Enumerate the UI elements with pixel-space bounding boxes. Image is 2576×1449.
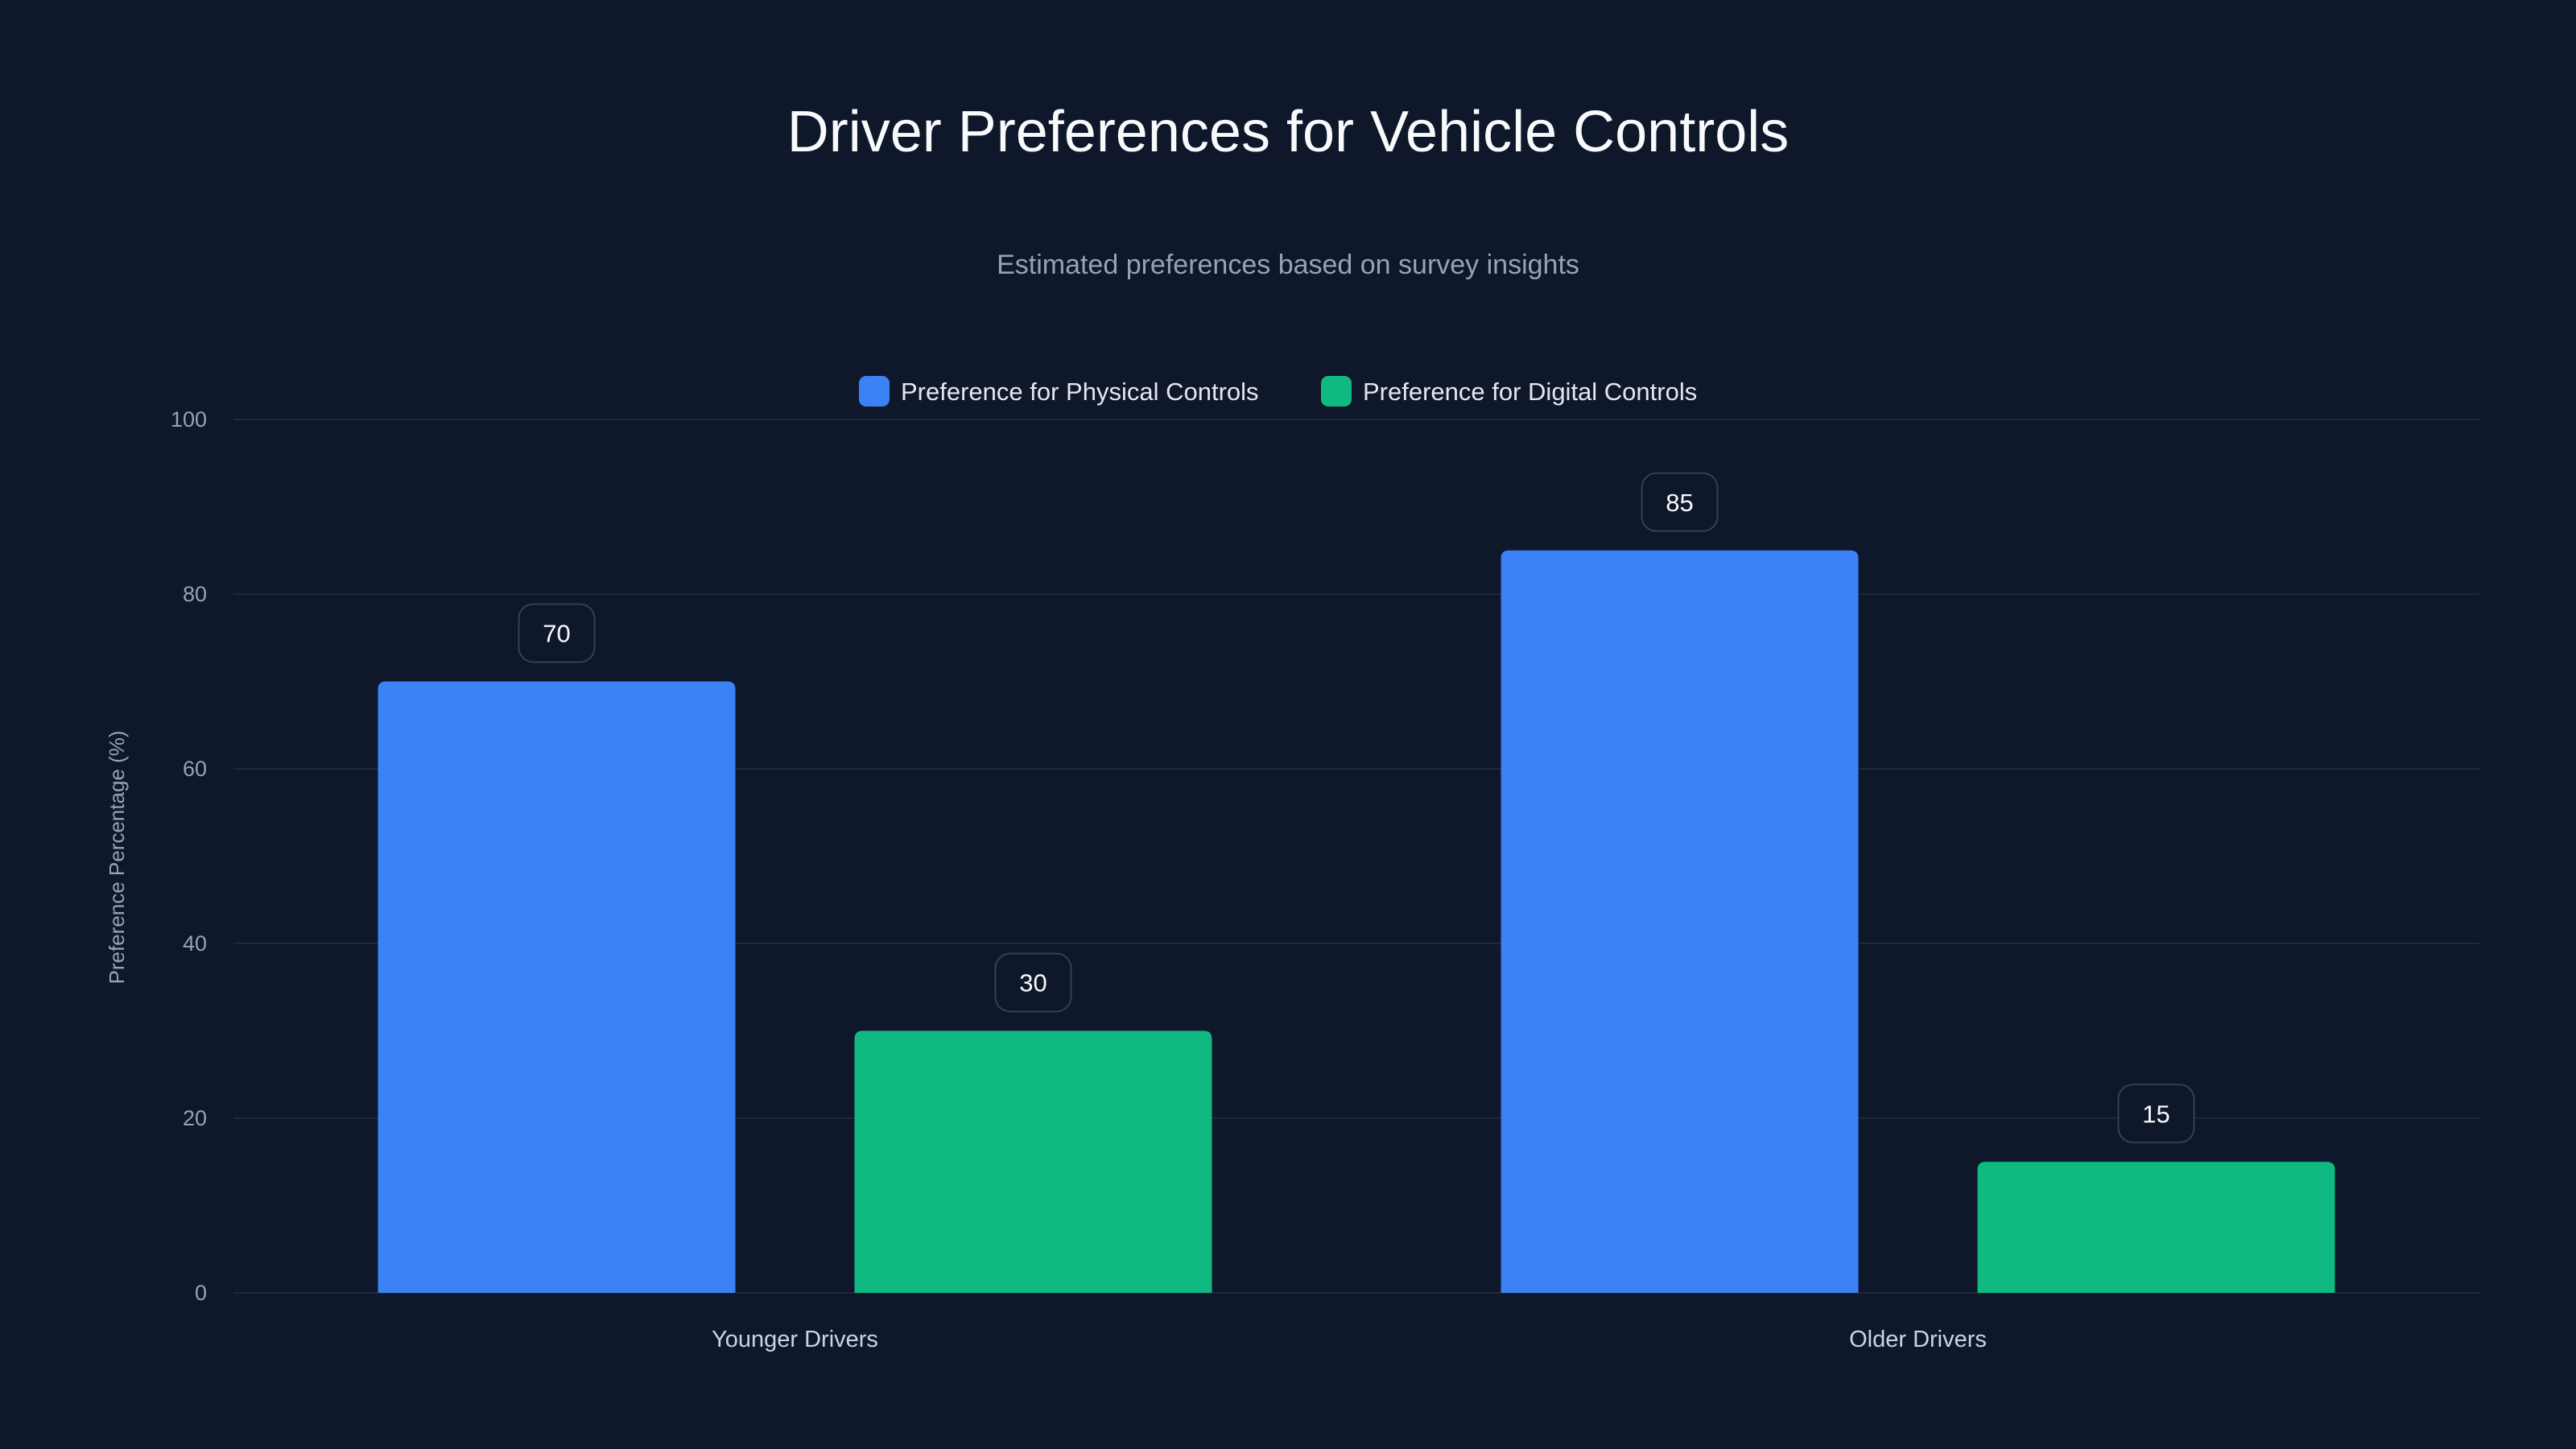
bars — [378, 550, 2335, 1294]
legend: Preference for Physical Controls Preferen… — [859, 376, 1697, 407]
legend-swatch — [1321, 376, 1352, 407]
data-label: 30 — [1019, 969, 1046, 997]
bar[interactable] — [1977, 1162, 2335, 1293]
data-label-box — [994, 952, 1072, 1013]
chart-subtitle: Estimated preferences based on survey in… — [997, 250, 1579, 280]
x-tick-label: Older Drivers — [1849, 1327, 1987, 1352]
chart-title: Driver Preferences for Vehicle Controls — [787, 100, 1790, 164]
y-tick-label: 60 — [183, 757, 207, 781]
legend-swatch — [859, 376, 890, 407]
data-label-box — [1641, 472, 1719, 532]
data-label-box — [2117, 1084, 2195, 1144]
data-label: 85 — [1666, 489, 1693, 517]
y-tick-label: 40 — [183, 931, 207, 956]
y-tick-label: 100 — [171, 407, 207, 431]
y-axis-label: Preference Percentage (%) — [105, 730, 129, 984]
data-label: 15 — [2142, 1100, 2169, 1128]
data-label: 70 — [543, 620, 570, 648]
legend-label[interactable]: Preference for Physical Controls — [901, 378, 1259, 406]
data-labels: 70 30 85 15 — [518, 472, 2195, 1144]
y-tick-label: 20 — [183, 1106, 207, 1130]
x-axis-labels: Younger Drivers Older Drivers — [712, 1327, 1987, 1352]
bar[interactable] — [378, 681, 736, 1294]
bar[interactable] — [1501, 550, 1859, 1293]
x-tick-label: Younger Drivers — [712, 1327, 878, 1352]
data-label-box — [518, 603, 596, 663]
y-tick-label: 80 — [183, 582, 207, 606]
y-tick-label: 0 — [195, 1281, 207, 1305]
bar[interactable] — [854, 1030, 1212, 1294]
legend-label[interactable]: Preference for Digital Controls — [1363, 378, 1697, 406]
